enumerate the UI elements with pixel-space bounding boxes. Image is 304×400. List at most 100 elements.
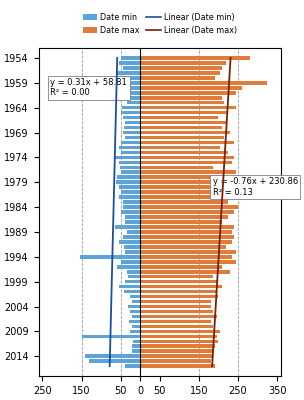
- Bar: [123, 200, 140, 204]
- Bar: [119, 240, 140, 244]
- Bar: [140, 220, 223, 224]
- Bar: [140, 330, 220, 333]
- Bar: [140, 270, 230, 274]
- Bar: [122, 170, 140, 174]
- Bar: [140, 275, 212, 278]
- Bar: [89, 360, 140, 363]
- Bar: [140, 205, 238, 209]
- Bar: [140, 344, 215, 348]
- Bar: [140, 190, 224, 194]
- Bar: [140, 170, 236, 174]
- Bar: [121, 260, 140, 264]
- Bar: [140, 121, 226, 124]
- Bar: [140, 240, 232, 244]
- Bar: [132, 350, 140, 353]
- Bar: [118, 91, 140, 94]
- Bar: [140, 315, 216, 318]
- Bar: [140, 61, 226, 65]
- Bar: [140, 156, 234, 159]
- Bar: [140, 354, 212, 358]
- Bar: [129, 305, 140, 308]
- Bar: [123, 131, 140, 134]
- Bar: [140, 305, 211, 308]
- Bar: [140, 285, 223, 288]
- Bar: [140, 310, 212, 313]
- Bar: [140, 255, 232, 258]
- Bar: [85, 354, 140, 358]
- Bar: [140, 350, 212, 353]
- Bar: [130, 330, 140, 333]
- Bar: [124, 290, 140, 293]
- Bar: [140, 111, 228, 114]
- Bar: [117, 176, 140, 179]
- Bar: [140, 195, 216, 199]
- Bar: [125, 250, 140, 254]
- Bar: [140, 235, 234, 239]
- Bar: [140, 295, 219, 298]
- Bar: [126, 101, 140, 104]
- Bar: [125, 364, 140, 368]
- Bar: [120, 86, 140, 90]
- Bar: [140, 91, 236, 94]
- Bar: [140, 176, 223, 179]
- Bar: [140, 101, 224, 104]
- Bar: [125, 121, 140, 124]
- Bar: [140, 215, 228, 219]
- Legend: Date min, Date max, Linear (Date min), Linear (Date max): Date min, Date max, Linear (Date min), L…: [79, 9, 240, 38]
- Bar: [129, 320, 140, 323]
- Bar: [140, 186, 211, 189]
- Text: y = 0.31x + 58.81
R² = 0.00: y = 0.31x + 58.81 R² = 0.00: [50, 78, 127, 98]
- Bar: [125, 220, 140, 224]
- Bar: [126, 270, 140, 274]
- Bar: [124, 96, 140, 100]
- Bar: [140, 265, 223, 268]
- Bar: [140, 151, 228, 154]
- Bar: [140, 364, 215, 368]
- Bar: [119, 160, 140, 164]
- Bar: [125, 136, 140, 139]
- Bar: [140, 245, 226, 249]
- Bar: [140, 160, 232, 164]
- Bar: [140, 56, 250, 60]
- Bar: [140, 210, 234, 214]
- Bar: [81, 334, 140, 338]
- Bar: [115, 225, 140, 229]
- Bar: [140, 126, 223, 129]
- Bar: [140, 106, 236, 110]
- Bar: [122, 106, 140, 110]
- Bar: [140, 86, 242, 90]
- Bar: [117, 265, 140, 268]
- Bar: [126, 230, 140, 234]
- Bar: [140, 334, 216, 338]
- Bar: [115, 156, 140, 159]
- Bar: [124, 126, 140, 129]
- Bar: [123, 66, 140, 70]
- Bar: [117, 71, 140, 75]
- Bar: [130, 310, 140, 313]
- Bar: [140, 230, 232, 234]
- Bar: [119, 285, 140, 288]
- Bar: [140, 360, 211, 363]
- Bar: [123, 205, 140, 209]
- Bar: [119, 61, 140, 65]
- Bar: [140, 116, 219, 119]
- Bar: [140, 131, 230, 134]
- Bar: [116, 180, 140, 184]
- Bar: [124, 245, 140, 249]
- Bar: [121, 56, 140, 60]
- Bar: [140, 76, 215, 80]
- Bar: [125, 215, 140, 219]
- Bar: [140, 200, 228, 204]
- Bar: [80, 255, 140, 258]
- Bar: [120, 166, 140, 169]
- Bar: [140, 71, 220, 75]
- Bar: [119, 146, 140, 149]
- Bar: [133, 325, 140, 328]
- Bar: [140, 325, 212, 328]
- Bar: [140, 290, 216, 293]
- Bar: [122, 76, 140, 80]
- Bar: [121, 111, 140, 114]
- Bar: [140, 66, 223, 70]
- Bar: [140, 300, 211, 303]
- Bar: [140, 96, 223, 100]
